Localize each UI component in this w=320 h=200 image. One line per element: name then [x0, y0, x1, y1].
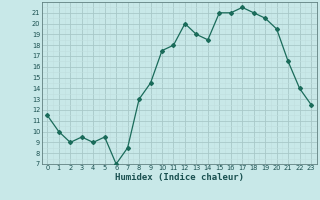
X-axis label: Humidex (Indice chaleur): Humidex (Indice chaleur) — [115, 173, 244, 182]
